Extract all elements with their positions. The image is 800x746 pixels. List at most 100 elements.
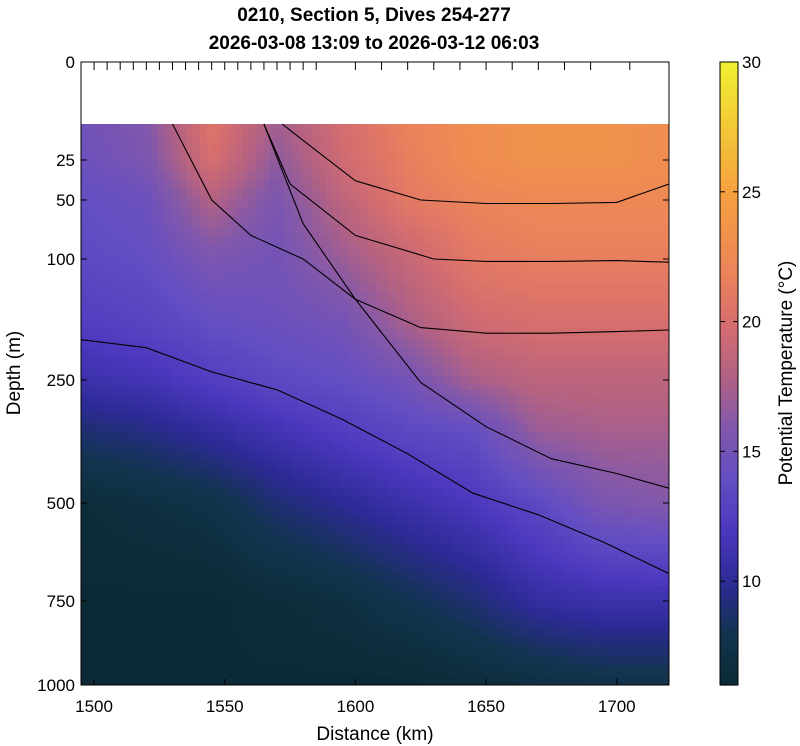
heatmap-cell	[200, 334, 208, 342]
heatmap-cell	[235, 453, 243, 461]
heatmap-cell	[557, 173, 565, 181]
heatmap-cell	[480, 306, 488, 314]
heatmap-cell	[102, 453, 110, 461]
heatmap-cell	[375, 341, 383, 349]
heatmap-cell	[480, 404, 488, 412]
heatmap-cell	[508, 257, 516, 265]
heatmap-cell	[333, 369, 341, 377]
heatmap-cell	[662, 166, 669, 174]
heatmap-cell	[466, 208, 474, 216]
heatmap-cell	[578, 250, 586, 258]
heatmap-cell	[102, 425, 110, 433]
heatmap-cell	[347, 222, 355, 230]
heatmap-cell	[655, 194, 663, 202]
heatmap-cell	[382, 159, 390, 167]
heatmap-cell	[396, 516, 404, 524]
heatmap-cell	[151, 152, 159, 160]
heatmap-cell	[613, 138, 621, 146]
heatmap-cell	[158, 348, 166, 356]
heatmap-cell	[305, 481, 313, 489]
heatmap-cell	[396, 271, 404, 279]
heatmap-cell	[613, 131, 621, 139]
heatmap-cell	[438, 425, 446, 433]
heatmap-cell	[627, 488, 635, 496]
heatmap-cell	[326, 369, 334, 377]
heatmap-cell	[473, 236, 481, 244]
heatmap-cell	[396, 495, 404, 503]
heatmap-cell	[158, 229, 166, 237]
heatmap-cell	[585, 299, 593, 307]
heatmap-cell	[228, 264, 236, 272]
heatmap-cell	[305, 425, 313, 433]
heatmap-cell	[123, 166, 131, 174]
heatmap-cell	[102, 446, 110, 454]
heatmap-cell	[95, 411, 103, 419]
heatmap-cell	[599, 145, 607, 153]
heatmap-cell	[249, 376, 257, 384]
heatmap-cell	[417, 411, 425, 419]
heatmap-cell	[424, 215, 432, 223]
heatmap-cell	[417, 236, 425, 244]
heatmap-cell	[221, 236, 229, 244]
heatmap-cell	[193, 537, 201, 545]
heatmap-cell	[312, 313, 320, 321]
heatmap-cell	[109, 320, 117, 328]
heatmap-cell	[424, 432, 432, 440]
heatmap-cell	[165, 439, 173, 447]
heatmap-cell	[445, 222, 453, 230]
heatmap-cell	[375, 187, 383, 195]
heatmap-cell	[557, 131, 565, 139]
heatmap-cell	[613, 348, 621, 356]
heatmap-cell	[403, 467, 411, 475]
heatmap-cell	[424, 320, 432, 328]
heatmap-cell	[578, 446, 586, 454]
heatmap-cell	[452, 201, 460, 209]
heatmap-cell	[116, 138, 124, 146]
heatmap-cell	[326, 201, 334, 209]
heatmap-cell	[235, 124, 243, 132]
heatmap-cell	[151, 243, 159, 251]
heatmap-cell	[256, 180, 264, 188]
heatmap-cell	[424, 355, 432, 363]
heatmap-cell	[417, 334, 425, 342]
heatmap-cell	[564, 495, 572, 503]
heatmap-cell	[662, 201, 669, 209]
heatmap-cell	[235, 474, 243, 482]
heatmap-cell	[361, 306, 369, 314]
heatmap-cell	[263, 355, 271, 363]
heatmap-cell	[466, 453, 474, 461]
heatmap-cell	[480, 215, 488, 223]
heatmap-cell	[312, 299, 320, 307]
heatmap-cell	[326, 194, 334, 202]
heatmap-cell	[172, 439, 180, 447]
heatmap-cell	[214, 425, 222, 433]
heatmap-cell	[438, 397, 446, 405]
heatmap-cell	[494, 390, 502, 398]
heatmap-cell	[662, 495, 669, 503]
heatmap-cell	[130, 411, 138, 419]
heatmap-cell	[193, 341, 201, 349]
heatmap-cell	[459, 313, 467, 321]
heatmap-cell	[571, 222, 579, 230]
heatmap-cell	[361, 411, 369, 419]
heatmap-cell	[284, 446, 292, 454]
heatmap-cell	[242, 390, 250, 398]
heatmap-cell	[123, 313, 131, 321]
heatmap-cell	[137, 516, 145, 524]
heatmap-cell	[578, 390, 586, 398]
heatmap-cell	[305, 502, 313, 510]
heatmap-cell	[116, 390, 124, 398]
heatmap-cell	[452, 439, 460, 447]
heatmap-cell	[144, 145, 152, 153]
heatmap-cell	[81, 474, 89, 482]
heatmap-cell	[347, 124, 355, 132]
heatmap-cell	[550, 166, 558, 174]
heatmap-cell	[620, 383, 628, 391]
heatmap-cell	[214, 236, 222, 244]
heatmap-cell	[459, 390, 467, 398]
heatmap-cell	[655, 495, 663, 503]
heatmap-cell	[641, 383, 649, 391]
heatmap-cell	[361, 397, 369, 405]
heatmap-cell	[277, 152, 285, 160]
heatmap-cell	[543, 250, 551, 258]
